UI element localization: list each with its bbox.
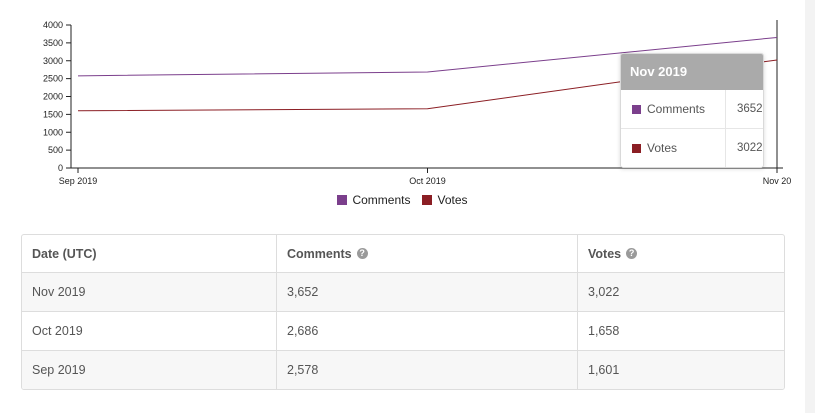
y-tick-label: 3000 [43,56,63,66]
header-date[interactable]: Date (UTC) [22,235,276,272]
cell-votes: 3,022 [577,273,782,311]
table-row: Sep 2019 2,578 1,601 [22,350,784,389]
chart-tooltip: Nov 2019 Comments 3652 Votes 3022 [620,53,764,168]
y-tick-label: 1500 [43,109,63,119]
y-tick-label: 1000 [43,127,63,137]
legend-item-comments[interactable]: Comments [337,193,410,207]
header-comments-label: Comments [287,246,352,261]
tooltip-title: Nov 2019 [621,54,763,90]
tooltip-value-comments: 3652 [737,103,763,115]
cell-date: Nov 2019 [32,285,86,299]
tooltip-label-votes: Votes [647,141,678,155]
table-row: Oct 2019 2,686 1,658 [22,311,784,350]
tooltip-row-votes: Votes 3022 [621,129,763,167]
tooltip-swatch-comments [632,104,641,114]
x-tick-label: Nov 20 [763,176,792,186]
header-votes-label: Votes [588,246,622,261]
series-line-comments [77,36,778,77]
stats-table: Date (UTC) Comments ? Votes ? Nov 2019 3… [21,234,785,390]
cell-votes: 1,601 [577,351,782,389]
header-votes[interactable]: Votes ? [577,235,782,272]
cell-comments: 3,652 [276,273,577,311]
legend-label-votes: Votes [437,193,468,207]
chart-legend: Comments Votes [0,193,805,207]
y-tick-label: 4000 [43,20,63,30]
cell-comments: 2,686 [276,312,577,350]
x-tick-label: Sep 2019 [59,176,98,186]
legend-label-comments: Comments [352,193,411,207]
cell-votes: 1,658 [577,312,782,350]
y-tick-label: 3500 [43,38,63,48]
cell-date: Oct 2019 [32,324,83,338]
legend-swatch-comments [337,195,348,205]
header-date-label: Date (UTC) [32,246,97,261]
table-header-row: Date (UTC) Comments ? Votes ? [22,235,784,272]
y-tick-label: 0 [58,163,63,173]
cell-comments: 2,578 [276,351,577,389]
legend-swatch-votes [422,195,433,205]
help-icon[interactable]: ? [626,248,638,259]
y-tick-label: 500 [48,145,63,155]
tooltip-label-comments: Comments [647,102,706,116]
y-tick-label: 2000 [43,92,63,102]
tooltip-swatch-votes [632,143,641,153]
line-chart: 0 500 1000 1500 2000 2500 3000 3500 4000 Sep 2019… [43,20,792,186]
help-icon[interactable]: ? [356,248,368,259]
tooltip-value-votes: 3022 [737,142,763,154]
header-comments[interactable]: Comments ? [276,235,577,272]
tooltip-name-cell: Votes [621,129,726,167]
cell-date: Sep 2019 [32,363,86,377]
x-tick-label: Oct 2019 [409,176,446,186]
legend-item-votes[interactable]: Votes [422,193,468,207]
y-tick-label: 2500 [43,74,63,84]
scrollbar[interactable] [805,0,815,413]
table-row: Nov 2019 3,652 3,022 [22,272,784,311]
tooltip-name-cell: Comments [621,90,726,128]
tooltip-row-comments: Comments 3652 [621,90,763,129]
